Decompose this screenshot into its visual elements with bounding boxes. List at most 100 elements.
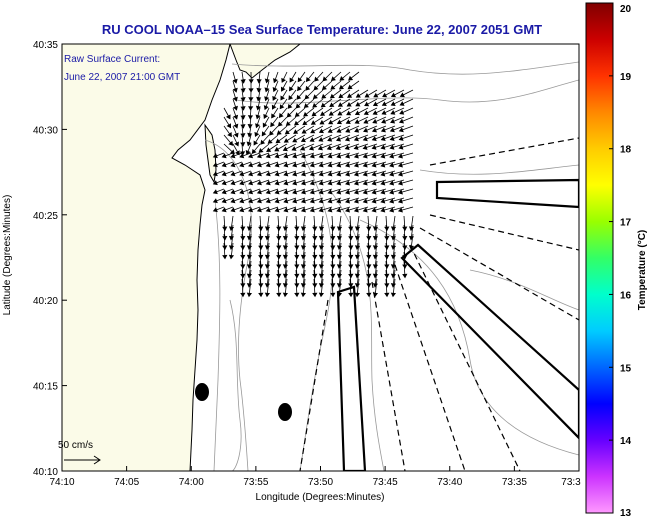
current-vector [336,125,351,133]
current-vector [336,152,351,159]
current-vector [380,143,396,150]
current-vector [265,179,279,186]
current-vector [289,71,297,83]
current-vector [253,134,261,146]
current-vector [321,89,333,99]
current-vector [223,116,232,129]
current-vector [230,206,243,213]
current-vector [318,179,333,186]
current-vector [300,179,315,186]
current-vector [274,152,288,159]
current-vector [283,170,297,177]
current-vector [255,107,261,120]
current-vector [294,260,300,279]
current-vector [248,161,261,168]
current-vector [232,89,238,102]
current-vector [380,134,396,142]
current-vector [353,170,369,177]
colorbar-tick-label: 17 [620,218,632,229]
current-vector [362,197,378,204]
current-vector [300,143,315,151]
current-vector [310,116,324,125]
current-vector [277,116,288,127]
x-tick-label: 73:45 [373,477,398,488]
current-vector [294,269,300,288]
current-vector [221,161,234,168]
current-vector [312,260,318,279]
current-vector [283,197,297,204]
current-vector [255,98,261,111]
current-vector [345,188,360,195]
current-vector [336,188,351,195]
current-vector [281,71,288,83]
buoy-marker [278,403,292,421]
current-vector [337,98,351,107]
current-vector [345,116,360,125]
current-vector [248,179,261,186]
x-tick-label: 73:3 [561,477,581,488]
current-vector [276,125,288,135]
current-vector [240,269,246,288]
current-vector [228,242,235,260]
current-vector [239,206,252,213]
current-vector [399,89,414,98]
current-vector [327,188,342,195]
current-vector [293,116,306,126]
x-tick-label: 73:50 [308,477,333,488]
colorbar-tick-label: 19 [620,72,632,83]
current-vector [274,206,288,213]
current-vector [258,269,264,288]
current-vector [270,116,279,128]
current-vector [389,179,405,186]
current-vector [330,260,336,279]
current-vector [309,161,324,168]
current-vector [389,152,405,159]
current-vector [284,125,297,135]
current-vector [221,152,234,159]
current-vector [312,98,324,108]
current-vector [397,152,414,159]
current-vector [390,116,405,124]
current-vector [212,179,225,186]
current-vector [362,179,378,186]
current-vector [264,89,270,102]
current-vector [292,197,306,204]
current-vector [295,98,306,109]
current-vector [364,98,378,107]
current-vector [300,206,315,213]
temperature-colorbar: 20 19 18 17 16 15 14 13 Temperature (°C) [585,2,648,518]
y-tick-label: 40:15 [33,382,58,393]
current-vector [326,143,342,151]
current-vector [274,170,288,177]
current-vector [330,269,336,288]
current-vector [390,278,397,298]
current-vector [274,179,288,186]
current-vector [303,107,315,117]
current-vector [283,206,297,213]
colorbar-tick-label: 15 [620,363,632,374]
current-vector [256,89,262,102]
current-vector [346,98,360,107]
current-vector [366,269,372,288]
current-vector [384,269,390,288]
current-vector [348,278,354,298]
current-vector [248,188,261,195]
current-vector [336,170,351,177]
current-vector [272,71,279,84]
map-title: RU COOL NOAA–15 Sea Surface Temperature:… [102,22,542,37]
current-vector [353,206,369,213]
current-vector [320,107,333,116]
current-vector [276,278,282,298]
current-vector [258,278,264,298]
current-vector [354,125,369,133]
current-vector [272,80,279,93]
x-tick-label: 74:00 [179,477,204,488]
current-vector [265,152,279,159]
current-vector [382,89,396,98]
current-vector [318,197,333,204]
current-vector [256,161,270,168]
land-new-jersey [62,44,231,471]
current-vector [296,89,306,100]
land-sandy-hook [204,123,217,184]
current-vector [272,89,279,101]
